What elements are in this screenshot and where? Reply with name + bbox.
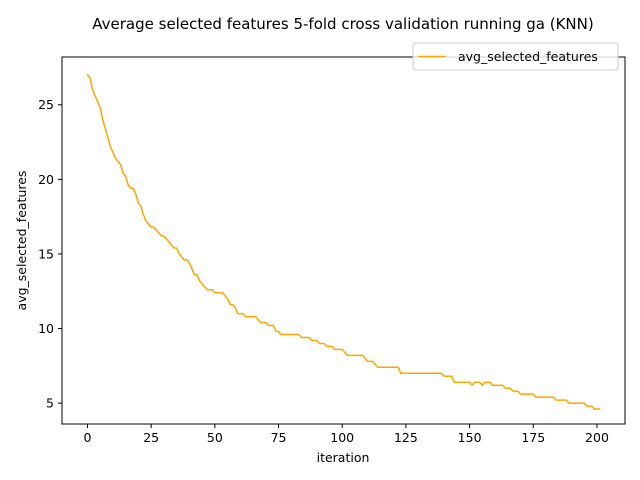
- x-axis-ticks: 0 25 50 75 100 125 150 175 200: [83, 424, 609, 445]
- x-tick-label: 50: [207, 430, 223, 445]
- y-axis-ticks: 5 10 15 20 25: [38, 97, 62, 411]
- legend-box: [412, 42, 619, 71]
- chart-title: Average selected features 5-fold cross v…: [92, 15, 593, 33]
- x-tick-label: 200: [585, 430, 609, 445]
- plot-area-frame: [61, 56, 626, 425]
- y-tick-label: 15: [38, 246, 54, 261]
- x-axis-label: iteration: [317, 450, 370, 465]
- x-tick-label: 175: [521, 430, 545, 445]
- x-tick-label: 75: [271, 430, 287, 445]
- x-tick-label: 150: [458, 430, 482, 445]
- x-tick-label: 125: [394, 430, 418, 445]
- x-tick-label: 25: [143, 430, 159, 445]
- x-tick-label: 100: [330, 430, 354, 445]
- y-tick-label: 20: [38, 172, 54, 187]
- legend-label: avg_selected_features: [458, 49, 598, 64]
- y-tick-label: 25: [38, 97, 54, 112]
- x-tick-label: 0: [83, 430, 91, 445]
- series-line-avg-selected-features: [86, 73, 601, 410]
- y-tick-label: 10: [38, 321, 54, 336]
- y-axis-label: avg_selected_features: [14, 171, 29, 311]
- legend: avg_selected_features: [412, 42, 619, 71]
- y-tick-label: 5: [46, 396, 54, 411]
